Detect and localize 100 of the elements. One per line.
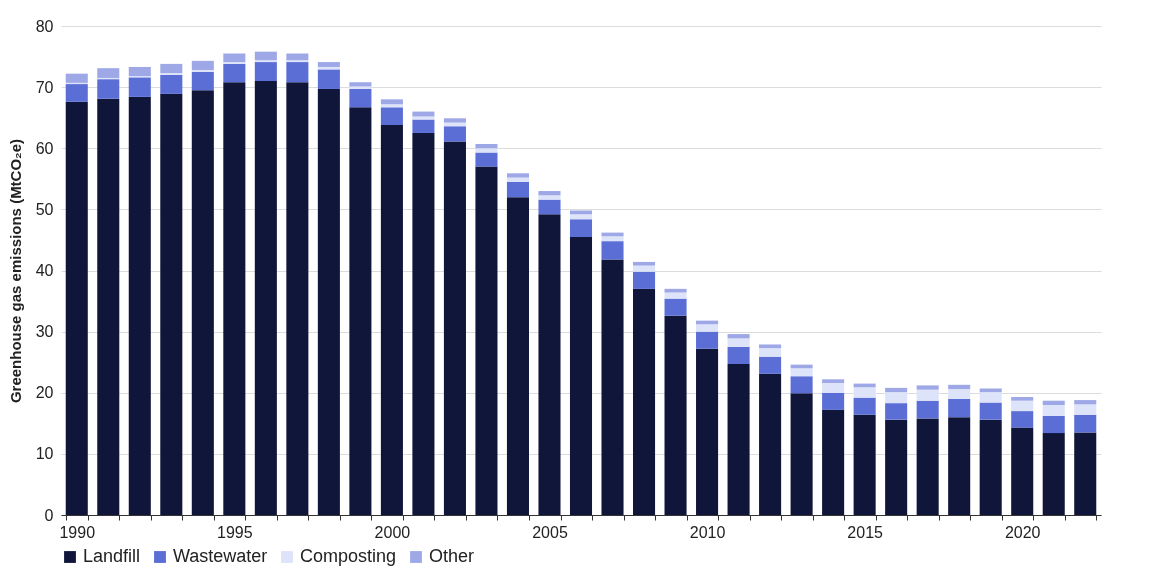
bar	[254, 51, 277, 61]
bar	[160, 74, 183, 94]
bar	[443, 126, 466, 142]
bar	[254, 81, 277, 515]
bar	[191, 90, 214, 515]
bar	[1074, 432, 1097, 515]
bar	[916, 389, 939, 401]
bar	[475, 143, 498, 149]
bar	[979, 388, 1002, 393]
bar	[475, 148, 498, 153]
bar	[97, 79, 120, 99]
bar	[885, 403, 908, 420]
bar	[223, 63, 246, 83]
bar	[412, 119, 435, 133]
bar	[1011, 400, 1034, 412]
bar	[853, 397, 876, 415]
bar	[254, 62, 277, 82]
bar	[506, 181, 529, 198]
bar	[349, 88, 372, 108]
bar	[790, 368, 813, 377]
bar	[822, 379, 845, 383]
bar	[569, 236, 593, 515]
bar	[1074, 400, 1097, 405]
bar	[380, 107, 403, 126]
bar	[191, 60, 214, 71]
bar	[412, 116, 435, 120]
bar	[948, 389, 971, 399]
bar	[349, 82, 372, 87]
bar	[1011, 427, 1034, 515]
bar	[790, 376, 813, 394]
bar	[885, 419, 908, 515]
bar	[191, 71, 214, 91]
bar	[664, 298, 687, 316]
bar	[128, 66, 151, 77]
bar	[759, 356, 782, 374]
bar	[506, 177, 529, 182]
bar	[696, 324, 719, 332]
bar	[223, 82, 246, 515]
bar	[664, 292, 687, 299]
y-tick-label: 60	[35, 139, 54, 157]
bar	[601, 236, 624, 242]
bar	[885, 387, 908, 393]
bar	[569, 219, 593, 237]
y-tick-label: 80	[35, 17, 54, 35]
bar	[317, 69, 340, 89]
bar	[380, 125, 403, 515]
bar	[65, 84, 88, 102]
bar	[979, 392, 1002, 403]
y-tick-label: 0	[44, 506, 54, 524]
bar	[128, 96, 151, 515]
bar	[790, 393, 813, 515]
bar	[916, 385, 939, 390]
bar	[727, 346, 750, 365]
bar	[65, 101, 88, 515]
bar	[538, 199, 561, 215]
legend-label: Other	[429, 546, 475, 566]
bar	[1042, 415, 1065, 434]
bar	[475, 166, 498, 515]
bar	[601, 259, 624, 515]
bar	[1042, 433, 1065, 515]
x-tick-label: 2020	[1004, 523, 1041, 541]
bar	[979, 402, 1002, 420]
bar	[948, 398, 971, 418]
x-tick-label: 2000	[374, 523, 411, 541]
bar	[506, 173, 529, 178]
bar	[916, 400, 939, 419]
bar	[822, 409, 845, 515]
bar	[759, 344, 782, 349]
bar	[1011, 411, 1034, 428]
bar	[601, 241, 624, 260]
bar	[538, 195, 561, 200]
bar	[223, 53, 246, 63]
bar	[286, 82, 309, 515]
bar	[1042, 400, 1065, 405]
bar	[948, 417, 971, 515]
bar	[538, 191, 561, 196]
bar	[317, 88, 340, 515]
bar	[916, 418, 939, 515]
bar	[696, 348, 719, 515]
y-axis-title: Greenhouse gas emissions (MtCO₂e)	[6, 138, 24, 404]
bar	[1074, 414, 1097, 433]
bar	[160, 63, 183, 74]
bar	[853, 387, 876, 398]
y-tick-label: 20	[35, 384, 54, 402]
bar	[506, 197, 529, 515]
bar	[380, 99, 403, 105]
bar	[664, 288, 687, 293]
bar	[759, 348, 782, 357]
bar	[1042, 404, 1065, 416]
bar	[65, 73, 88, 83]
bar	[727, 338, 750, 347]
y-tick-label: 40	[35, 262, 54, 279]
x-tick-label: 2015	[847, 523, 884, 541]
bar	[317, 62, 340, 67]
bar	[727, 334, 750, 339]
legend-label: Wastewater	[173, 546, 268, 566]
bar	[97, 98, 120, 515]
bar	[538, 214, 561, 515]
bar	[948, 384, 971, 390]
x-tick-label: 2010	[689, 523, 726, 541]
